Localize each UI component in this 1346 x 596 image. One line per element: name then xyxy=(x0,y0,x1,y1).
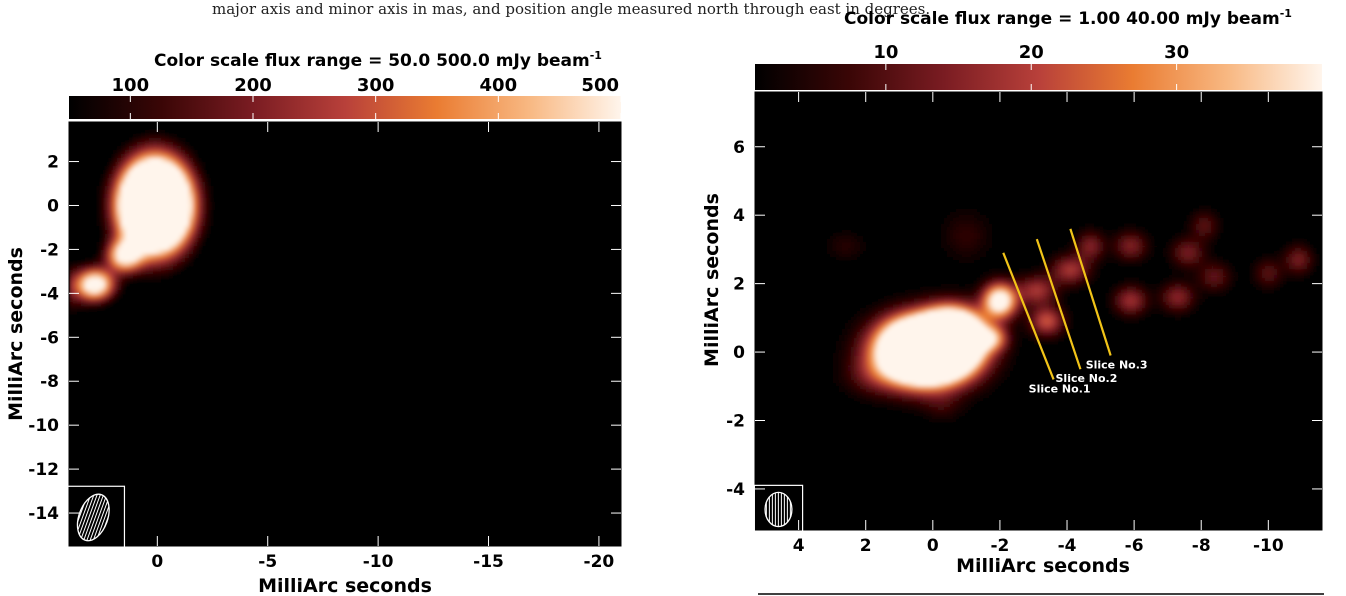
right-x-tick-label: -10 xyxy=(1253,536,1284,556)
right-beam-box xyxy=(753,484,804,535)
right-x-tick-label: 0 xyxy=(927,536,939,556)
left-colorbar-title-text: Color scale flux range = 50.0 500.0 mJy … xyxy=(154,51,590,71)
left-y-axis-label: MilliArc seconds xyxy=(5,247,27,421)
slice-label-1: Slice No.1 xyxy=(1029,382,1091,395)
left-beam-ellipse xyxy=(76,493,110,542)
left-x-axis-label: MilliArc seconds xyxy=(258,575,432,596)
right-colorbar-tick-label: 10 xyxy=(873,42,898,63)
right-axis-ticks xyxy=(755,92,1322,530)
left-y-tick-label: -10 xyxy=(28,416,59,436)
left-y-tick-label: 2 xyxy=(47,153,59,173)
left-y-tick-label: -14 xyxy=(28,504,59,524)
left-colorbar-ticks xyxy=(129,96,622,119)
left-colorbar-title: Color scale flux range = 50.0 500.0 mJy … xyxy=(154,49,602,71)
right-colorbar xyxy=(755,64,1322,90)
left-image xyxy=(69,122,621,546)
right-frame xyxy=(754,91,1323,531)
left-emission xyxy=(69,130,214,315)
right-y-tick-label: 6 xyxy=(733,138,745,158)
right-colorbar-tick-label: 20 xyxy=(1019,42,1044,63)
slice-line-2 xyxy=(1035,238,1082,370)
slice-line-1 xyxy=(1002,252,1055,380)
left-colorbar-tick-label: 400 xyxy=(480,75,518,96)
left-y-tick-label: -2 xyxy=(40,240,59,260)
right-y-tick-labels: 6 4 2 0 -2 -4 xyxy=(726,138,745,500)
left-beam-box xyxy=(61,485,126,550)
right-x-tick-label: -6 xyxy=(1125,536,1144,556)
left-colorbar-tick-label: 500 xyxy=(581,75,619,96)
slice-label-2: Slice No.2 xyxy=(1056,372,1118,385)
left-x-tick-label: -10 xyxy=(363,552,394,572)
left-colorbar xyxy=(69,96,621,119)
right-beam-ellipse xyxy=(764,491,793,528)
left-x-tick-label: -15 xyxy=(473,552,504,572)
figure-caption: major axis and minor axis in mas, and po… xyxy=(212,0,930,18)
right-colorbar-title-text: Color scale flux range = 1.00 40.00 mJy … xyxy=(844,9,1280,29)
right-image xyxy=(755,92,1322,530)
right-y-tick-label: -4 xyxy=(726,480,745,500)
right-colorbar-title-sup: -1 xyxy=(1280,7,1292,20)
left-y-tick-label: -4 xyxy=(40,284,59,304)
right-colorbar-title: Color scale flux range = 1.00 40.00 mJy … xyxy=(844,7,1292,29)
left-x-tick-label: 0 xyxy=(151,552,163,572)
left-x-tick-label: -20 xyxy=(584,552,615,572)
right-x-tick-label: -2 xyxy=(990,536,1009,556)
slice-label-3: Slice No.3 xyxy=(1086,358,1148,371)
slice-line-3 xyxy=(1069,228,1112,356)
left-panel: Color scale flux range = 50.0 500.0 mJy … xyxy=(5,49,622,596)
left-colorbar-tick-label: 300 xyxy=(357,75,395,96)
right-colorbar-tick-label: 30 xyxy=(1164,42,1189,63)
right-x-tick-label: 4 xyxy=(793,536,805,556)
right-panel: Color scale flux range = 1.00 40.00 mJy … xyxy=(701,7,1324,595)
right-x-axis-label: MilliArc seconds xyxy=(956,555,1130,577)
right-x-tick-label: -4 xyxy=(1058,536,1077,556)
left-x-tick-label: -5 xyxy=(258,552,277,572)
right-colorbar-labels: 10 20 30 xyxy=(873,42,1189,63)
right-colorbar-ticks xyxy=(885,64,1178,90)
right-y-tick-label: 2 xyxy=(733,275,745,295)
left-axis-ticks xyxy=(69,122,621,546)
left-frame xyxy=(68,121,622,547)
left-y-tick-label: -8 xyxy=(40,372,59,392)
left-y-tick-label: 0 xyxy=(47,196,59,216)
right-y-tick-label: 0 xyxy=(733,343,745,363)
right-x-tick-labels: 4 2 0 -2 -4 -6 -8 -10 xyxy=(793,536,1284,556)
right-y-tick-label: -2 xyxy=(726,412,745,432)
left-colorbar-title-sup: -1 xyxy=(590,49,602,62)
left-y-tick-labels: 2 0 -2 -4 -6 -8 -10 -12 -14 xyxy=(28,153,59,525)
left-y-tick-label: -12 xyxy=(28,460,59,480)
left-y-tick-label: -6 xyxy=(40,328,59,348)
left-colorbar-tick-label: 200 xyxy=(234,75,272,96)
right-x-tick-label: 2 xyxy=(860,536,872,556)
right-x-tick-label: -8 xyxy=(1192,536,1211,556)
right-y-axis-label: MilliArc seconds xyxy=(701,193,723,367)
left-colorbar-labels: 100 200 300 400 500 xyxy=(112,75,619,96)
left-colorbar-tick-label: 100 xyxy=(112,75,150,96)
right-y-tick-label: 4 xyxy=(733,206,745,226)
left-x-tick-labels: 0 -5 -10 -15 -20 xyxy=(151,552,614,572)
